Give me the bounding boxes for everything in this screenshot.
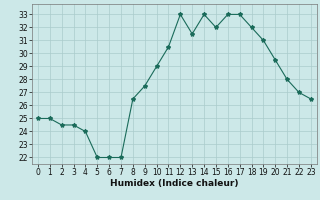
- X-axis label: Humidex (Indice chaleur): Humidex (Indice chaleur): [110, 179, 239, 188]
